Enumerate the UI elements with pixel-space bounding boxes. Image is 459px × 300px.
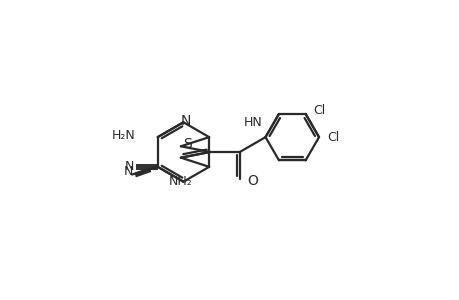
Text: N: N: [123, 165, 133, 178]
Text: NH₂: NH₂: [168, 176, 192, 188]
Text: HN: HN: [243, 116, 262, 129]
Text: Cl: Cl: [313, 104, 325, 118]
Text: N: N: [124, 160, 134, 173]
Text: S: S: [183, 137, 191, 151]
Text: N: N: [180, 114, 190, 128]
Text: Cl: Cl: [326, 130, 338, 144]
Text: H₂N: H₂N: [112, 129, 135, 142]
Text: O: O: [247, 174, 258, 188]
